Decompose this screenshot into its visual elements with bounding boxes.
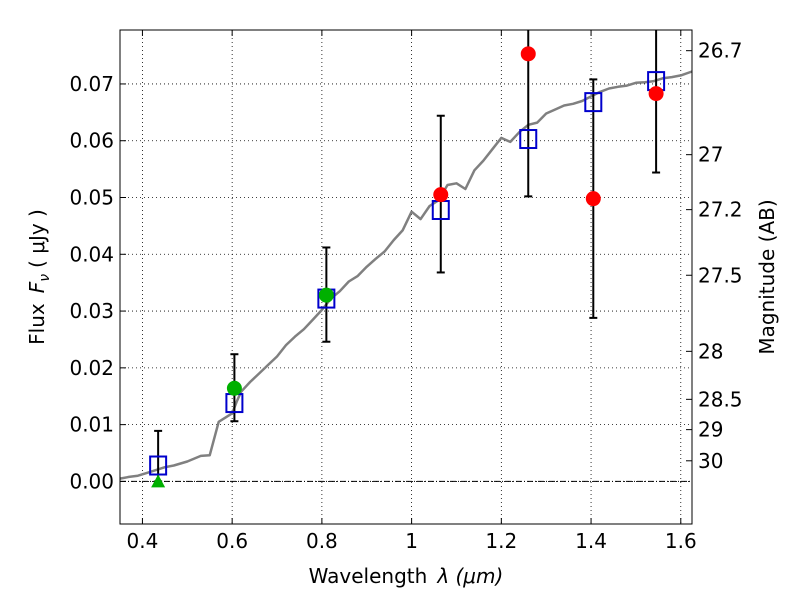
flux-point — [648, 86, 664, 102]
flux-point — [433, 187, 449, 203]
y-tick-label: 0.04 — [69, 242, 114, 266]
y-tick-label: 0.01 — [69, 413, 114, 437]
y-tick-label: 0.03 — [69, 299, 114, 323]
template-spectrum-line — [119, 70, 693, 480]
flux-point — [318, 287, 334, 303]
y-tick-label: 0.05 — [69, 186, 114, 210]
x-tick-label: 0.4 — [127, 529, 159, 553]
x-tick-label: 1.4 — [575, 529, 607, 553]
flux-point — [585, 191, 601, 207]
y-axis-label: FluxFν( μJy ) — [25, 209, 53, 345]
y-tick-label: 0.00 — [69, 469, 114, 493]
y-tick-label: 0.07 — [69, 72, 114, 96]
mag-tick-label: 27 — [698, 143, 723, 167]
upper-limit-triangle — [151, 474, 166, 488]
y2-axis-label: Magnitude (AB) — [755, 199, 779, 354]
mag-tick-label: 26.7 — [698, 39, 743, 63]
x-tick-label: 0.8 — [306, 529, 338, 553]
x-tick-label: 1.2 — [485, 529, 517, 553]
axes-frame — [119, 29, 693, 525]
ticks: 0.4 0.6 0.8 1 1.2 1.4 1.6 0.00 0.01 0.02 0.03 0.04 0… — [69, 30, 743, 553]
flux-point — [520, 46, 536, 62]
mag-tick-label: 27.2 — [698, 198, 743, 222]
mag-tick-label: 27.5 — [698, 263, 743, 287]
photometry-points — [151, 46, 664, 488]
model-flux-square — [519, 129, 538, 150]
model-flux-squares — [149, 71, 666, 476]
mag-tick-label: 30 — [698, 449, 723, 473]
mag-tick-label: 29 — [698, 418, 723, 442]
mag-tick-label: 28.5 — [698, 387, 743, 411]
y-tick-label: 0.02 — [69, 356, 114, 380]
mag-tick-label: 28 — [698, 339, 723, 363]
x-tick-label: 1.6 — [665, 529, 697, 553]
x-tick-label: 0.6 — [216, 529, 248, 553]
grid — [120, 30, 692, 524]
model-flux-square — [584, 92, 603, 113]
y-tick-label: 0.06 — [69, 129, 114, 153]
template-spectrum — [119, 70, 693, 480]
x-axis-label: Wavelength λ (μm) — [309, 564, 504, 588]
flux-point — [226, 380, 242, 396]
x-tick-label: 1 — [405, 529, 418, 553]
